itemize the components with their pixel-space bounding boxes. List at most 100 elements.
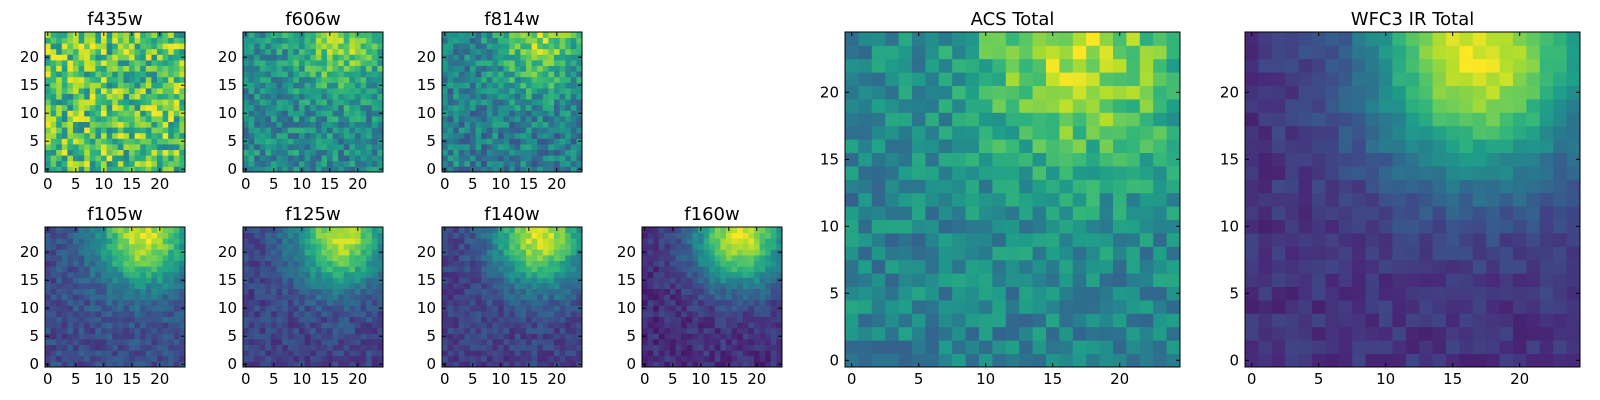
heatmap-cell (692, 233, 698, 239)
heatmap-cell (771, 345, 777, 351)
heatmap-cell (676, 261, 682, 267)
heatmap-cell (715, 227, 721, 233)
heatmap-cell (554, 277, 560, 283)
heatmap-cell (659, 294, 665, 300)
heatmap-cell (760, 311, 766, 317)
heatmap-cell (123, 350, 129, 356)
heatmap-cell (979, 179, 993, 193)
heatmap-cell (163, 110, 169, 116)
heatmap-cell (260, 233, 266, 239)
y-tick-label: 20 (417, 243, 436, 261)
heatmap-cell (361, 244, 367, 250)
heatmap-cell (515, 43, 521, 49)
heatmap-cell (90, 32, 96, 38)
heatmap-cell (355, 244, 361, 250)
heatmap-cell (79, 60, 85, 66)
heatmap-cell (453, 261, 459, 267)
heatmap-cell (151, 345, 157, 351)
heatmap-cell (709, 322, 715, 328)
heatmap-cell (163, 144, 169, 150)
heatmap-cell (532, 350, 538, 356)
heatmap-cell (548, 238, 554, 244)
heatmap-cell (95, 99, 101, 105)
heatmap-cell (168, 266, 174, 272)
heatmap-cell (537, 127, 543, 133)
heatmap-cell (56, 94, 62, 100)
heatmap-cell (543, 94, 549, 100)
heatmap-cell (737, 328, 743, 334)
heatmap-cell (715, 238, 721, 244)
heatmap-cell (565, 277, 571, 283)
heatmap-cell (464, 300, 470, 306)
heatmap-cell (659, 345, 665, 351)
heatmap-cell (321, 238, 327, 244)
heatmap-cell (90, 328, 96, 334)
heatmap-cell (448, 333, 454, 339)
heatmap-cell (737, 333, 743, 339)
heatmap-cell (487, 345, 493, 351)
heatmap-cell (84, 244, 90, 250)
heatmap-cell (1100, 327, 1114, 341)
heatmap-cell (254, 333, 260, 339)
heatmap-cell (305, 345, 311, 351)
heatmap-cell (327, 261, 333, 267)
heatmap-cell (771, 311, 777, 317)
heatmap-cell (56, 88, 62, 94)
heatmap-cell (146, 255, 152, 261)
heatmap-cell (464, 266, 470, 272)
heatmap-cell (453, 38, 459, 44)
heatmap-cell (532, 110, 538, 116)
heatmap-cell (265, 300, 271, 306)
heatmap-cell (277, 49, 283, 55)
heatmap-cell (470, 238, 476, 244)
heatmap-cell (692, 277, 698, 283)
heatmap-cell (754, 294, 760, 300)
heatmap-cell (249, 333, 255, 339)
heatmap-cell (282, 277, 288, 283)
heatmap-cell (704, 322, 710, 328)
heatmap-cell (565, 38, 571, 44)
heatmap-cell (310, 317, 316, 323)
heatmap-cell (543, 345, 549, 351)
heatmap-cell (355, 238, 361, 244)
heatmap-cell (321, 233, 327, 239)
heatmap-cell (448, 233, 454, 239)
heatmap-cell (101, 255, 107, 261)
heatmap-cell (62, 322, 68, 328)
heatmap-cell (316, 127, 322, 133)
heatmap-cell (709, 339, 715, 345)
heatmap-cell (1126, 273, 1140, 287)
heatmap-cell (1086, 287, 1100, 301)
heatmap-cell (254, 133, 260, 139)
heatmap-cell (293, 99, 299, 105)
heatmap-cell (249, 49, 255, 55)
heatmap-cell (146, 294, 152, 300)
heatmap-cell (163, 283, 169, 289)
heatmap-cell (277, 150, 283, 156)
heatmap-cell (327, 277, 333, 283)
heatmap-cell (101, 233, 107, 239)
heatmap-cell (243, 122, 249, 128)
heatmap-cell (333, 105, 339, 111)
heatmap-cell (554, 49, 560, 55)
heatmap-cell (62, 339, 68, 345)
heatmap-cell (548, 294, 554, 300)
heatmap-cell (249, 244, 255, 250)
heatmap-cell (720, 322, 726, 328)
heatmap-cell (448, 155, 454, 161)
heatmap-cell (526, 38, 532, 44)
heatmap-cell (112, 138, 118, 144)
heatmap-cell (135, 289, 141, 295)
heatmap-cell (90, 333, 96, 339)
heatmap-cell (1006, 246, 1020, 260)
heatmap-cell (107, 345, 113, 351)
heatmap-cell (299, 133, 305, 139)
heatmap-cell (1073, 273, 1087, 287)
heatmap-cell (1046, 246, 1060, 260)
heatmap-cell (95, 333, 101, 339)
heatmap-cell (260, 261, 266, 267)
heatmap-cell (265, 261, 271, 267)
heatmap-cell (754, 266, 760, 272)
heatmap-cell (333, 238, 339, 244)
heatmap-cell (565, 133, 571, 139)
